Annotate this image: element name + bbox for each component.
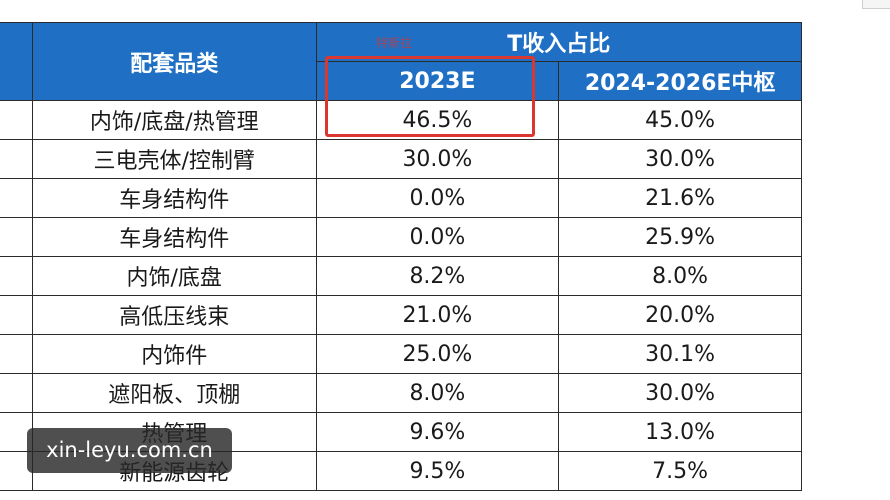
table-row: 遮阳板、顶棚 8.0% 30.0%	[0, 373, 802, 413]
value-mid-cell: 21.6%	[558, 178, 802, 218]
value-2023e-cell: 8.2%	[315, 256, 560, 296]
revenue-share-table-container: 配套品类 T收入占比 2023E 2024-2026E中枢 内饰/底盘/热管理 …	[0, 22, 806, 500]
value-mid-cell: 13.0%	[558, 412, 802, 452]
adjacent-window-edge	[862, 0, 890, 9]
annotation-note: 特斯拉	[376, 36, 413, 50]
category-cell: 车身结构件	[31, 217, 317, 257]
stub-cell	[0, 295, 33, 335]
category-cell: 内饰/底盘	[31, 256, 317, 296]
category-cell: 车身结构件	[31, 178, 317, 218]
stub-header-cell	[0, 22, 33, 101]
value-mid-cell: 30.1%	[558, 334, 802, 374]
table-row: 内饰件 25.0% 30.1%	[0, 334, 802, 374]
value-mid-cell: 30.0%	[558, 139, 802, 179]
value-2023e-cell: 46.5%	[315, 100, 560, 140]
category-cell: 内饰件	[31, 334, 317, 374]
category-header: 配套品类	[31, 22, 317, 101]
value-mid-cell: 30.0%	[558, 373, 802, 413]
stub-cell	[0, 373, 33, 413]
table-row: 内饰/底盘/热管理 46.5% 45.0%	[0, 100, 802, 140]
col-2024-2026e-header: 2024-2026E中枢	[558, 61, 802, 101]
value-2023e-cell: 21.0%	[315, 295, 560, 335]
stub-cell	[0, 256, 33, 296]
stub-cell	[0, 100, 33, 140]
table-row: 车身结构件 0.0% 25.9%	[0, 217, 802, 257]
revenue-share-table: 配套品类 T收入占比 2023E 2024-2026E中枢 内饰/底盘/热管理 …	[0, 22, 803, 491]
stub-cell	[0, 412, 33, 452]
value-2023e-cell: 0.0%	[315, 217, 560, 257]
table-row: 热管理 9.6% 13.0%	[0, 412, 802, 452]
category-cell: 高低压线束	[31, 295, 317, 335]
table-row: 车身结构件 0.0% 21.6%	[0, 178, 802, 218]
table-row: 内饰/底盘 8.2% 8.0%	[0, 256, 802, 296]
col-2023e-header: 2023E	[315, 61, 560, 101]
stub-cell	[0, 334, 33, 374]
value-mid-cell: 45.0%	[558, 100, 802, 140]
table-body: 内饰/底盘/热管理 46.5% 45.0% 三电壳体/控制臂 30.0% 30.…	[0, 100, 802, 491]
header-row-1: 配套品类 T收入占比	[0, 22, 803, 101]
value-mid-cell: 25.9%	[558, 217, 802, 257]
table-row: 三电壳体/控制臂 30.0% 30.0%	[0, 139, 802, 179]
category-cell: 三电壳体/控制臂	[31, 139, 317, 179]
stub-cell	[0, 217, 33, 257]
value-2023e-cell: 8.0%	[315, 373, 560, 413]
value-mid-cell: 8.0%	[558, 256, 802, 296]
value-2023e-cell: 30.0%	[315, 139, 560, 179]
value-mid-cell: 20.0%	[558, 295, 802, 335]
value-2023e-cell: 0.0%	[315, 178, 560, 218]
value-2023e-cell: 25.0%	[315, 334, 560, 374]
value-2023e-cell: 9.6%	[315, 412, 560, 452]
revenue-share-group-header: T收入占比	[315, 22, 803, 62]
site-watermark: xin-leyu.com.cn	[27, 428, 232, 473]
category-cell: 内饰/底盘/热管理	[31, 100, 317, 140]
stub-cell	[0, 178, 33, 218]
red-highlight-box	[325, 56, 535, 137]
stub-cell	[0, 139, 33, 179]
header-row-2: 2023E 2024-2026E中枢	[0, 61, 802, 101]
value-2023e-cell: 9.5%	[315, 451, 560, 491]
table-row: 高低压线束 21.0% 20.0%	[0, 295, 802, 335]
category-cell: 遮阳板、顶棚	[31, 373, 317, 413]
value-mid-cell: 7.5%	[558, 451, 802, 491]
